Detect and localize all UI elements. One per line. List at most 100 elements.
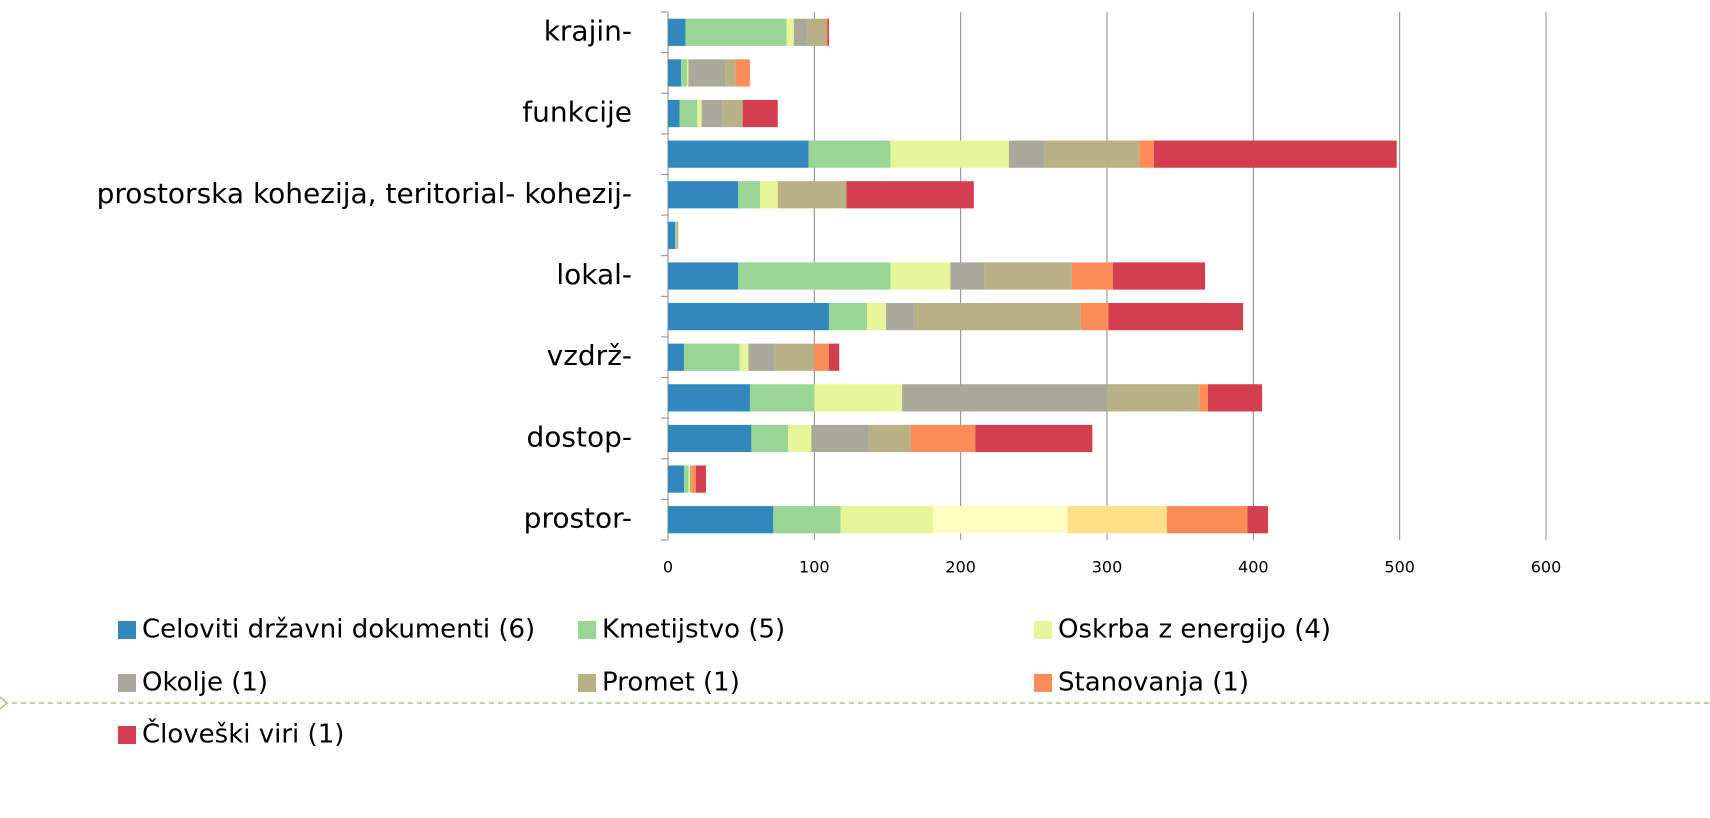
bar-segment <box>950 262 985 290</box>
bar-segment <box>811 424 869 453</box>
legend-swatch <box>1034 674 1052 692</box>
bar-segment <box>668 181 739 209</box>
bar-segment <box>1080 303 1109 331</box>
legend-swatch <box>578 674 596 692</box>
bar-segment <box>827 18 829 46</box>
bar-segment <box>760 181 778 209</box>
x-tick-label: 500 <box>1384 558 1415 577</box>
bar-segment <box>681 59 688 87</box>
bar-segment <box>748 343 775 371</box>
bar-segment <box>808 140 891 168</box>
bar-segment <box>668 343 685 371</box>
bar-segment <box>1166 506 1248 534</box>
x-tick-label: 100 <box>799 558 830 577</box>
y-tick-label: dostop- <box>527 420 632 453</box>
bar-segment <box>688 59 726 87</box>
bar-segment <box>867 303 887 331</box>
bullet <box>0 696 9 710</box>
bar-segment <box>1247 506 1268 534</box>
bar-segment <box>807 18 827 46</box>
bar-segment <box>913 303 1081 331</box>
bar-segment <box>1044 140 1140 168</box>
legend-label: Človeški viri (1) <box>142 718 344 750</box>
x-tick-label: 200 <box>945 558 976 577</box>
bar-segment <box>697 99 702 128</box>
bar-segment <box>668 99 680 128</box>
legend-label: Okolje (1) <box>142 668 268 698</box>
bar-segment <box>1008 140 1045 168</box>
bar-segment <box>684 343 740 371</box>
legend-swatch <box>578 621 596 639</box>
bar-segment <box>814 343 829 371</box>
y-tick-label: funkcije <box>522 96 632 129</box>
bar-segment <box>679 99 698 128</box>
bar-segment <box>668 303 829 331</box>
bar-segment <box>890 140 1009 168</box>
bar-segment <box>668 59 682 87</box>
bar-segment <box>751 424 788 453</box>
bar-segment <box>984 262 1072 290</box>
bar-segment <box>777 181 847 209</box>
bar-segment <box>1199 384 1208 412</box>
bar-segment <box>828 343 840 371</box>
x-tick-label: 600 <box>1531 558 1562 577</box>
bar-segment <box>676 221 679 249</box>
y-tick-label: prostor- <box>524 502 632 535</box>
legend-swatch <box>118 674 136 692</box>
bar-segment <box>684 465 689 493</box>
bar-segment <box>691 465 696 493</box>
bar-segment <box>786 18 794 46</box>
x-tick-label: 0 <box>663 558 673 577</box>
bar-segment <box>668 424 752 453</box>
bar-segment <box>688 465 690 493</box>
bar-segment <box>1153 140 1397 168</box>
bar-segment <box>738 181 761 209</box>
legend-label: Celoviti državni dokumenti (6) <box>142 615 535 645</box>
bar-segment <box>846 181 974 209</box>
legend-label: Oskrba z energijo (4) <box>1058 615 1331 645</box>
legend-label: Kmetijstvo (5) <box>602 615 785 645</box>
y-tick-label: prostorska kohezija, teritorial- kohezij… <box>97 177 632 210</box>
bar-segment <box>774 343 815 371</box>
y-tick-label: lokal- <box>556 258 632 291</box>
bar-segment <box>840 506 933 534</box>
bar-segment <box>1067 506 1167 534</box>
bar-segment <box>675 221 677 249</box>
bar-segment <box>689 465 692 493</box>
bar-segment <box>1108 303 1244 331</box>
bar-segment <box>886 303 914 331</box>
bar-segment <box>773 506 841 534</box>
bar-segment <box>828 303 868 331</box>
bar-segment <box>687 59 689 87</box>
bar-segment <box>738 262 891 290</box>
legend-swatch <box>118 726 136 744</box>
bar-segment <box>701 99 723 128</box>
bar-segment <box>742 99 778 128</box>
bar-segment <box>668 384 750 412</box>
bar-segment <box>668 140 809 168</box>
bar-segment <box>902 384 1107 412</box>
bar-segment <box>1071 262 1113 290</box>
legend-label: Stanovanja (1) <box>1058 668 1249 698</box>
legend-swatch <box>118 621 136 639</box>
bar-segment <box>910 424 976 453</box>
bar-segment <box>668 221 676 249</box>
y-tick-label: krajin- <box>544 14 632 47</box>
bar-segment <box>695 465 707 493</box>
bar-segment <box>793 18 808 46</box>
bar-segment <box>668 506 774 534</box>
bar-segment <box>685 18 787 46</box>
bar-segment <box>890 262 951 290</box>
bar-segment <box>668 465 685 493</box>
bar-segment <box>1207 384 1263 412</box>
bar-segment <box>739 343 749 371</box>
x-tick-label: 300 <box>1092 558 1123 577</box>
bar-segment <box>826 18 828 46</box>
bar-segment <box>668 262 739 290</box>
bar-segment <box>932 506 1068 534</box>
bar-segment <box>735 59 750 87</box>
bar-segment <box>668 18 686 46</box>
legend-swatch <box>1034 621 1052 639</box>
legend-label: Promet (1) <box>602 668 740 698</box>
